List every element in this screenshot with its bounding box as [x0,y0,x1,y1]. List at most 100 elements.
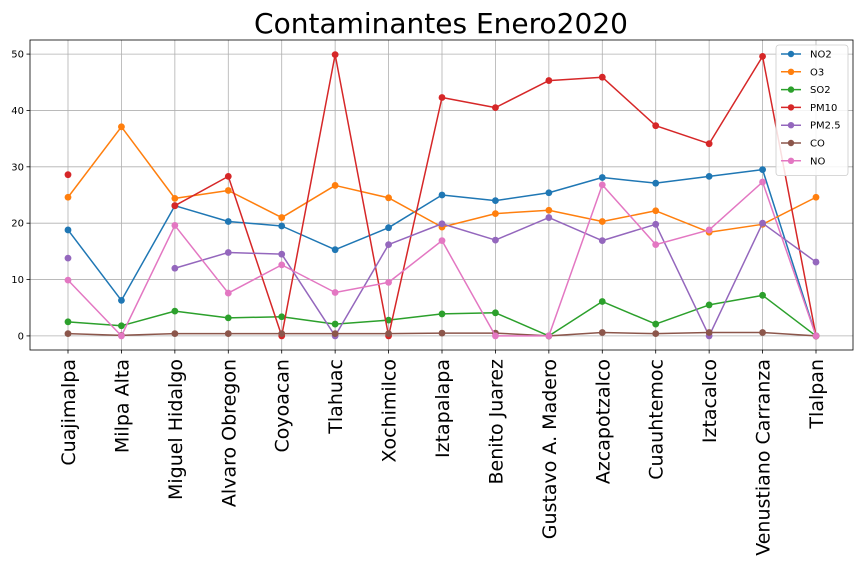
data-point [652,122,660,130]
legend-marker [787,122,795,129]
legend-entry: CO [781,139,825,150]
data-point [171,264,179,272]
legend-marker [787,50,795,58]
legend-marker [787,157,795,164]
data-point [652,330,660,338]
data-point [598,298,606,305]
data-point [64,318,72,326]
x-tick-label: Iztapalapa [432,359,454,458]
legend-entry: NO [781,156,825,167]
data-point [224,289,232,297]
data-point [385,316,392,324]
data-point [545,332,553,340]
data-point [331,51,339,59]
legend-marker [787,86,795,93]
data-point [759,219,766,227]
data-point [759,166,766,174]
data-point [278,214,286,221]
data-point [171,202,179,210]
data-point [171,194,179,202]
data-point [492,236,499,244]
data-point [492,309,499,317]
x-tick-label: Benito Juarez [485,359,507,485]
data-point [705,226,713,234]
legend: NO2 O3 SO2 PM10 PM2.5 CO NO [775,44,849,177]
data-point [64,193,72,201]
data-point [705,173,713,180]
data-point [492,197,499,205]
legend-entry: PM10 [781,103,837,114]
data-point [385,224,392,232]
data-point [598,237,606,245]
legend-label: SO2 [810,85,831,96]
x-tick-label: Iztacalco [699,359,721,443]
data-point [64,226,72,234]
y-axis: 0 10 20 30 40 50 [11,50,30,342]
data-point [64,276,72,284]
legend-label: CO [810,139,825,150]
data-point [438,94,446,101]
legend-label: NO [810,156,825,167]
data-point [598,329,606,336]
data-point [224,218,232,225]
data-point [385,330,392,338]
data-point [705,329,713,336]
x-tick-label: Azcapotzalco [592,359,614,484]
data-point [331,320,339,328]
series-layer [64,51,820,340]
data-point [331,182,339,189]
data-point [64,254,72,262]
data-point [759,52,766,60]
x-tick-label: Coyoacan [272,359,294,453]
legend-label: O3 [810,67,824,78]
legend-label: NO2 [810,50,832,61]
data-point [171,330,179,338]
y-tick-label: 0 [18,331,24,342]
plot-frame [29,39,854,351]
data-point [492,104,499,112]
data-point [812,258,820,266]
data-point [598,181,606,189]
x-axis: Cuajimalpa Milpa Alta Miguel Hidalgo Alvaro… [58,350,828,556]
legend-marker [787,104,795,111]
y-tick-label: 20 [11,219,24,230]
data-point [598,218,606,225]
data-point [385,278,392,286]
data-point [598,73,606,81]
legend-marker [787,139,795,147]
data-point [224,187,232,194]
data-point [331,289,339,296]
data-point [545,189,553,197]
x-tick-label: Venustiano Carranza [753,359,775,556]
data-point [759,291,766,299]
data-point [652,207,660,215]
y-tick-label: 40 [11,106,24,117]
data-point [224,249,232,256]
legend-entry: PM2.5 [781,121,841,132]
data-point [652,179,660,187]
data-point [118,332,125,340]
data-point [652,241,660,249]
data-point [545,77,553,84]
data-point [438,329,446,337]
data-point [385,241,392,249]
data-point [438,191,446,199]
data-point [171,222,179,229]
x-tick-label: Cuajimalpa [58,359,80,466]
data-point [705,301,713,309]
data-point [759,329,766,336]
x-tick-label: Miguel Hidalgo [165,359,187,500]
data-point [224,173,232,180]
data-point [331,246,339,254]
series-NO [64,178,820,340]
legend-label: PM10 [810,103,837,114]
data-point [385,194,392,202]
x-tick-label: Tlalpan [806,359,828,430]
x-tick-label: Gustavo A. Madero [539,359,561,539]
data-point [438,310,446,318]
data-point [598,174,606,181]
data-point [278,261,286,269]
data-point [492,332,499,340]
x-tick-label: Tlahuac [325,359,347,435]
y-tick-label: 50 [11,50,24,61]
